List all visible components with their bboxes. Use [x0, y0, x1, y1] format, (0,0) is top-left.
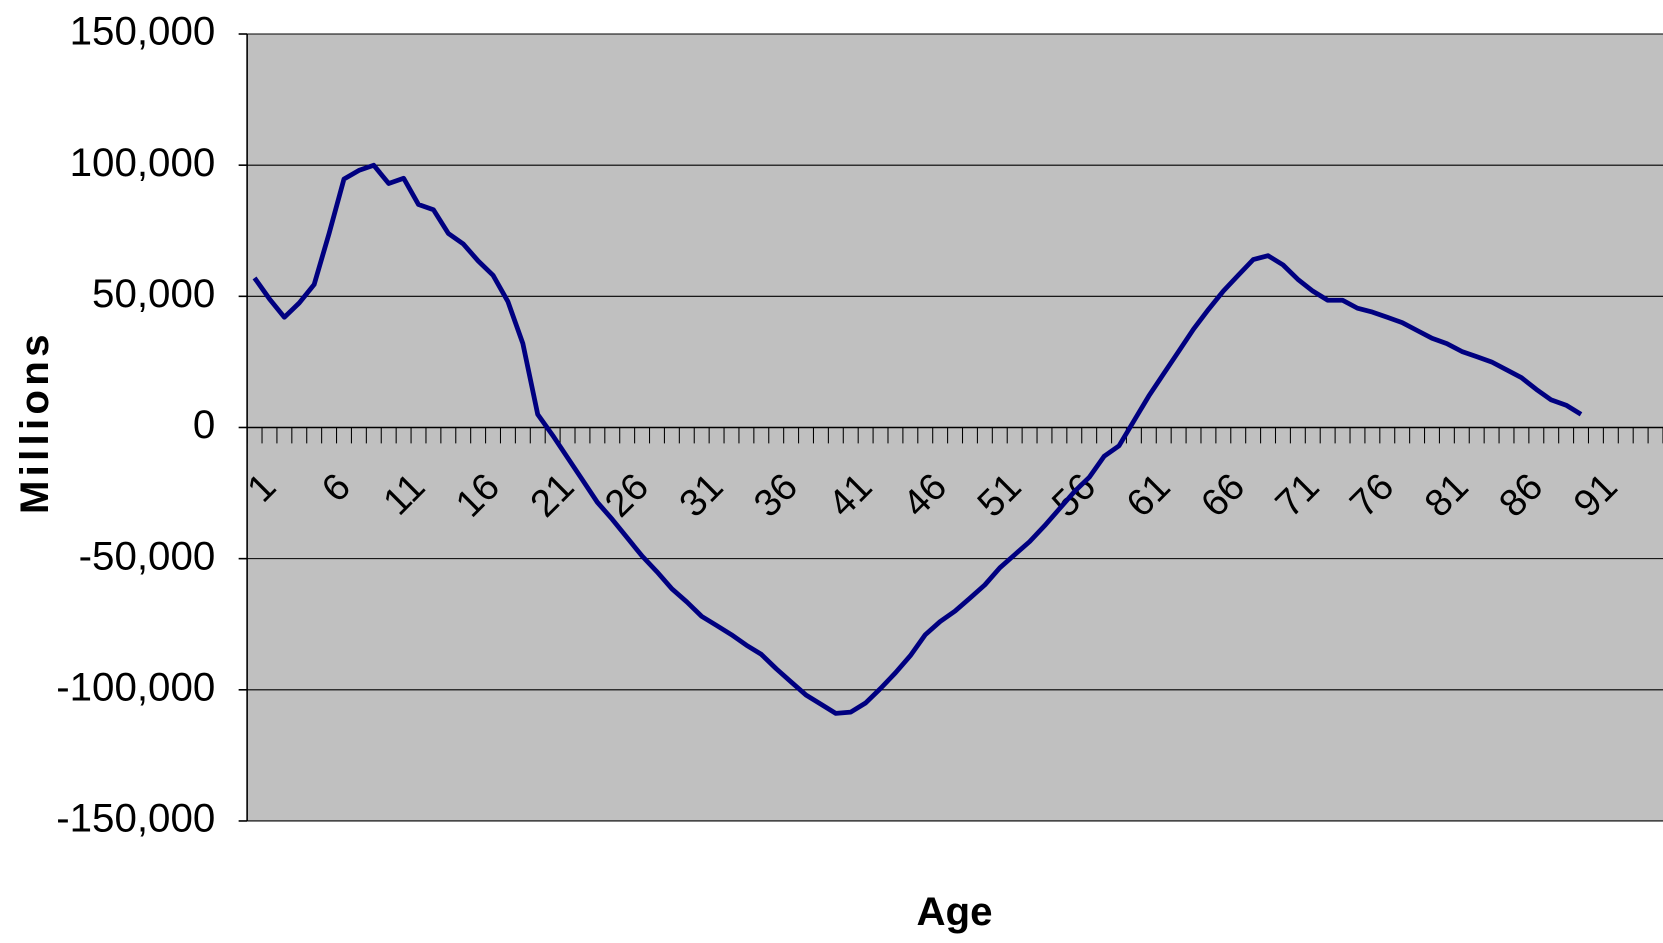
y-tick-label: -50,000 — [79, 533, 216, 578]
data-line — [252, 162, 1583, 716]
y-tick-label: -150,000 — [56, 796, 215, 841]
y-axis-title: Millions — [12, 330, 57, 514]
y-tick-label: -100,000 — [56, 664, 215, 709]
x-axis-title: Age — [916, 889, 992, 934]
y-tick-label: 150,000 — [70, 9, 216, 54]
y-tick-label: 50,000 — [92, 271, 215, 316]
y-tick-label: 100,000 — [70, 140, 216, 185]
y-tick-label: 0 — [193, 402, 215, 447]
